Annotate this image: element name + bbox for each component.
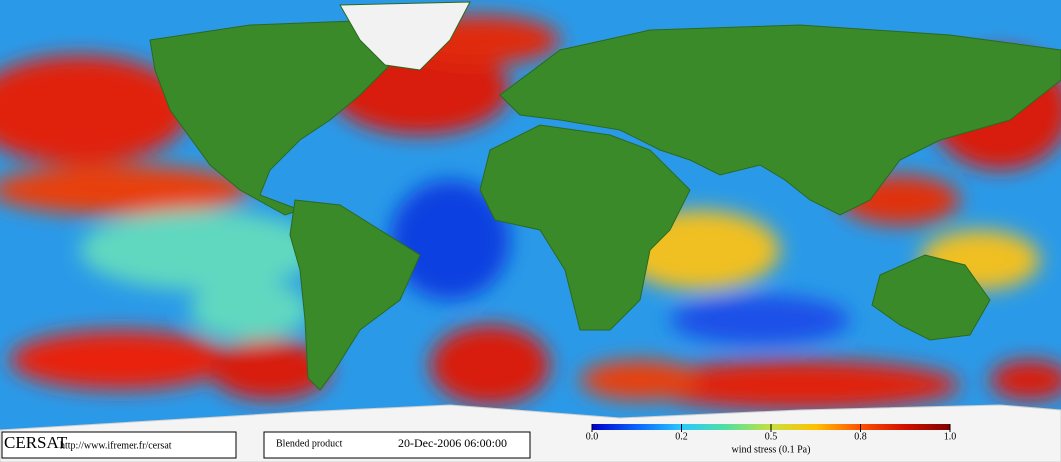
eurasia	[499, 24, 1061, 216]
colorbar-tick-label: 0.2	[675, 431, 688, 442]
url: http://www.ifremer.fr/cersat	[60, 440, 172, 451]
colorbar-tick-label: 0.8	[854, 431, 867, 442]
australia	[871, 254, 991, 341]
product-box	[263, 431, 531, 459]
timestamp: 20-Dec-2006 06:00:00	[398, 436, 507, 450]
south-america	[289, 199, 421, 391]
colorbar-label: wind stress (0.1 Pa)	[732, 444, 811, 455]
colorbar-tick-label: 0.5	[765, 431, 778, 442]
logo: CERSAT	[4, 433, 68, 452]
colorbar-tick-label: 1.0	[944, 431, 957, 442]
greenland	[339, 1, 471, 71]
product: Blended product	[276, 438, 343, 449]
logo-box	[1, 431, 237, 459]
colorbar-tick-label: 0.0	[586, 431, 599, 442]
africa	[479, 124, 691, 331]
